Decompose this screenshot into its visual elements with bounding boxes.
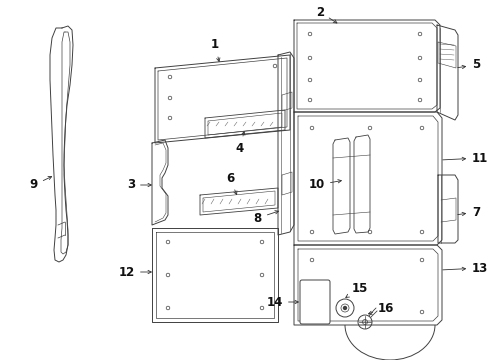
Text: 8: 8 xyxy=(253,211,278,225)
Text: 13: 13 xyxy=(442,261,487,274)
Circle shape xyxy=(343,306,346,310)
Text: 2: 2 xyxy=(315,5,336,23)
Text: 6: 6 xyxy=(225,171,237,194)
Text: 7: 7 xyxy=(457,206,479,219)
Text: 5: 5 xyxy=(457,58,479,72)
Text: 9: 9 xyxy=(30,176,52,192)
Text: 12: 12 xyxy=(119,266,151,279)
Text: 15: 15 xyxy=(345,282,367,297)
Text: 16: 16 xyxy=(368,302,393,315)
Text: 14: 14 xyxy=(266,296,298,309)
Text: 4: 4 xyxy=(235,132,244,154)
Text: 11: 11 xyxy=(442,152,487,165)
Text: 3: 3 xyxy=(126,179,151,192)
FancyBboxPatch shape xyxy=(299,280,329,324)
Text: 1: 1 xyxy=(210,39,220,62)
Text: 10: 10 xyxy=(308,179,341,192)
